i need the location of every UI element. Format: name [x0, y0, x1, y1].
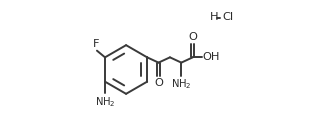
Text: O: O — [154, 78, 163, 88]
Text: F: F — [93, 39, 99, 49]
Text: O: O — [188, 32, 197, 42]
Text: Cl: Cl — [223, 12, 234, 22]
Text: NH$_2$: NH$_2$ — [95, 95, 115, 109]
Text: NH$_2$: NH$_2$ — [171, 78, 191, 91]
Text: H: H — [210, 12, 219, 22]
Text: OH: OH — [203, 52, 220, 62]
